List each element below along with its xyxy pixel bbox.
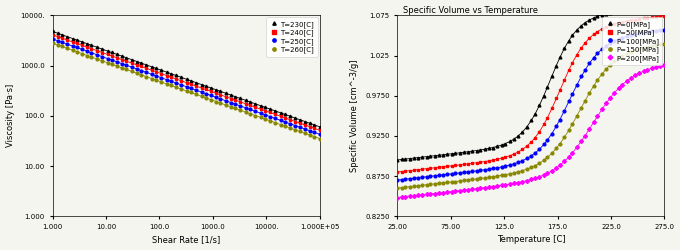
P=0[MPa]: [531, 113, 539, 116]
T=240[C]: [286, 118, 294, 121]
T=240[C]: [316, 129, 324, 132]
P=200[MPa]: [660, 64, 668, 66]
P=50[MPa]: [531, 136, 539, 139]
P=200[MPa]: [652, 66, 660, 68]
P=150[MPa]: [660, 42, 668, 45]
T=240[C]: [310, 127, 318, 130]
T=230[C]: [113, 53, 121, 56]
T=260[C]: [78, 52, 86, 55]
T=230[C]: [310, 123, 318, 126]
P=50[MPa]: [660, 14, 668, 17]
T=230[C]: [98, 48, 106, 50]
P=0[MPa]: [456, 151, 464, 154]
T=260[C]: [148, 77, 156, 80]
Line: P=50[MPa]: P=50[MPa]: [396, 14, 666, 173]
P=200[MPa]: [531, 177, 539, 180]
T=230[C]: [148, 65, 156, 68]
Line: T=230[C]: T=230[C]: [51, 30, 321, 128]
T=260[C]: [316, 137, 324, 140]
P=0[MPa]: [652, 5, 660, 8]
T=230[C]: [78, 40, 86, 43]
P=100[MPa]: [623, 35, 631, 38]
P=200[MPa]: [473, 187, 481, 190]
P=100[MPa]: [652, 29, 660, 32]
P=0[MPa]: [506, 140, 514, 143]
P=150[MPa]: [456, 180, 464, 182]
Line: P=200[MPa]: P=200[MPa]: [396, 64, 666, 199]
T=230[C]: [48, 30, 56, 33]
P=100[MPa]: [473, 169, 481, 172]
T=240[C]: [113, 56, 121, 59]
T=250[C]: [310, 131, 318, 134]
T=260[C]: [48, 42, 56, 44]
P=0[MPa]: [473, 149, 481, 152]
P=200[MPa]: [506, 182, 514, 186]
P=150[MPa]: [623, 52, 631, 55]
P=50[MPa]: [506, 154, 514, 157]
Line: P=150[MPa]: P=150[MPa]: [396, 42, 666, 190]
T=230[C]: [286, 115, 294, 118]
Line: T=250[C]: T=250[C]: [51, 38, 321, 136]
P=100[MPa]: [393, 178, 401, 182]
Y-axis label: Viscosity [Pa·s]: Viscosity [Pa·s]: [5, 84, 14, 148]
P=0[MPa]: [660, 4, 668, 7]
P=200[MPa]: [456, 189, 464, 192]
Legend: T=230[C], T=240[C], T=250[C], T=260[C]: T=230[C], T=240[C], T=250[C], T=260[C]: [267, 18, 318, 56]
X-axis label: Shear Rate [1/s]: Shear Rate [1/s]: [152, 236, 220, 244]
P=50[MPa]: [652, 15, 660, 18]
T=240[C]: [48, 33, 56, 36]
T=260[C]: [98, 59, 106, 62]
P=150[MPa]: [506, 172, 514, 175]
P=100[MPa]: [531, 152, 539, 155]
P=100[MPa]: [660, 28, 668, 31]
T=240[C]: [98, 51, 106, 54]
Legend: P=0[MPa], P=50[MPa], P=100[MPa], P=150[MPa], P=200[MPa]: P=0[MPa], P=50[MPa], P=100[MPa], P=150[M…: [602, 18, 662, 65]
T=260[C]: [113, 64, 121, 68]
T=230[C]: [316, 125, 324, 128]
T=250[C]: [113, 60, 121, 64]
Line: P=0[MPa]: P=0[MPa]: [396, 4, 666, 162]
P=50[MPa]: [456, 164, 464, 166]
T=260[C]: [286, 126, 294, 130]
P=200[MPa]: [393, 196, 401, 199]
P=50[MPa]: [393, 170, 401, 173]
X-axis label: Temperature [C]: Temperature [C]: [496, 236, 565, 244]
T=250[C]: [98, 55, 106, 58]
P=50[MPa]: [623, 20, 631, 22]
T=240[C]: [148, 69, 156, 72]
P=0[MPa]: [623, 8, 631, 12]
P=100[MPa]: [456, 172, 464, 174]
P=150[MPa]: [652, 44, 660, 46]
P=150[MPa]: [531, 164, 539, 167]
P=0[MPa]: [393, 158, 401, 162]
P=150[MPa]: [393, 186, 401, 190]
P=150[MPa]: [473, 178, 481, 180]
T=250[C]: [316, 133, 324, 136]
T=250[C]: [78, 48, 86, 51]
Text: Specific Volume vs Temperature: Specific Volume vs Temperature: [403, 6, 538, 15]
Y-axis label: Specific Volume [cm^-3/g]: Specific Volume [cm^-3/g]: [350, 60, 360, 172]
Line: T=260[C]: T=260[C]: [51, 42, 321, 140]
T=260[C]: [310, 135, 318, 138]
P=200[MPa]: [623, 79, 631, 82]
T=250[C]: [148, 73, 156, 76]
Line: P=100[MPa]: P=100[MPa]: [396, 28, 666, 182]
T=240[C]: [78, 44, 86, 47]
P=50[MPa]: [473, 161, 481, 164]
T=250[C]: [48, 37, 56, 40]
T=250[C]: [286, 122, 294, 125]
P=100[MPa]: [506, 164, 514, 166]
Line: T=240[C]: T=240[C]: [51, 34, 321, 132]
